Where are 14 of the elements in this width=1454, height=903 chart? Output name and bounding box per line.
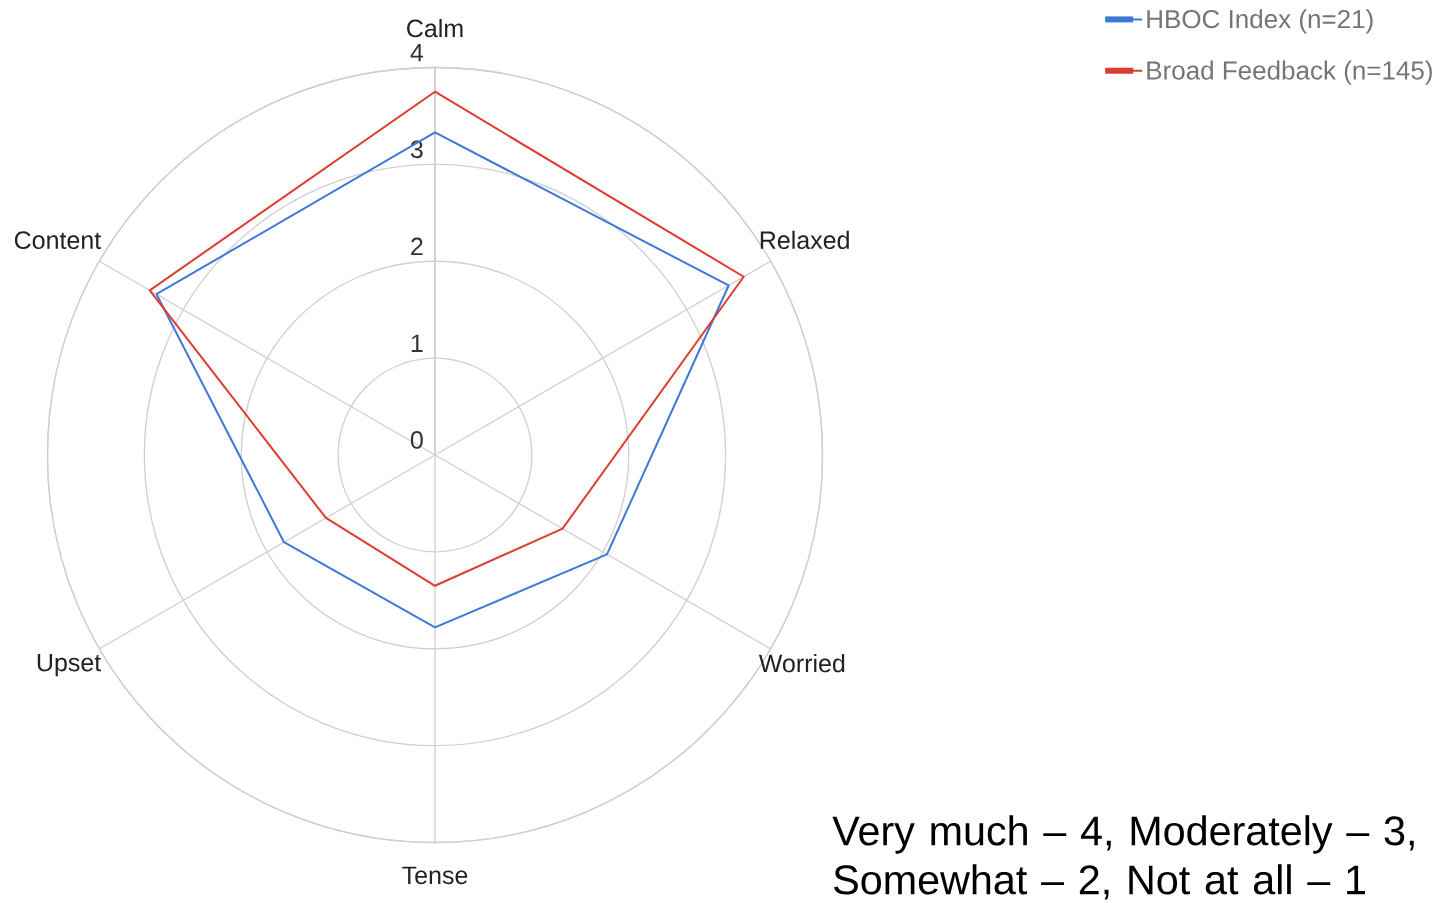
y-tick-label: 4 [410, 44, 424, 62]
text: Very much – 4, Moderately – 3, Somewhat – 2, Not at all – 1 [832, 815, 1414, 900]
spoke-label: Tense [402, 866, 468, 885]
spoke-label: Calm [407, 18, 463, 38]
y-tick-label: 2 [411, 237, 423, 256]
y-tick-label: 3 [410, 140, 423, 159]
legend-label: Broad Feedback (n=145) [1147, 60, 1432, 85]
spoke-label: Relaxed [760, 230, 849, 250]
legend-label: HBOC Index (n=21) [1147, 9, 1373, 34]
spoke-label: Content [14, 231, 102, 250]
spoke-label: Upset [37, 653, 102, 677]
y-tick-label: 1 [411, 334, 423, 352]
spoke-label: Worried [758, 653, 845, 673]
y-tick-label: 0 [410, 431, 423, 449]
